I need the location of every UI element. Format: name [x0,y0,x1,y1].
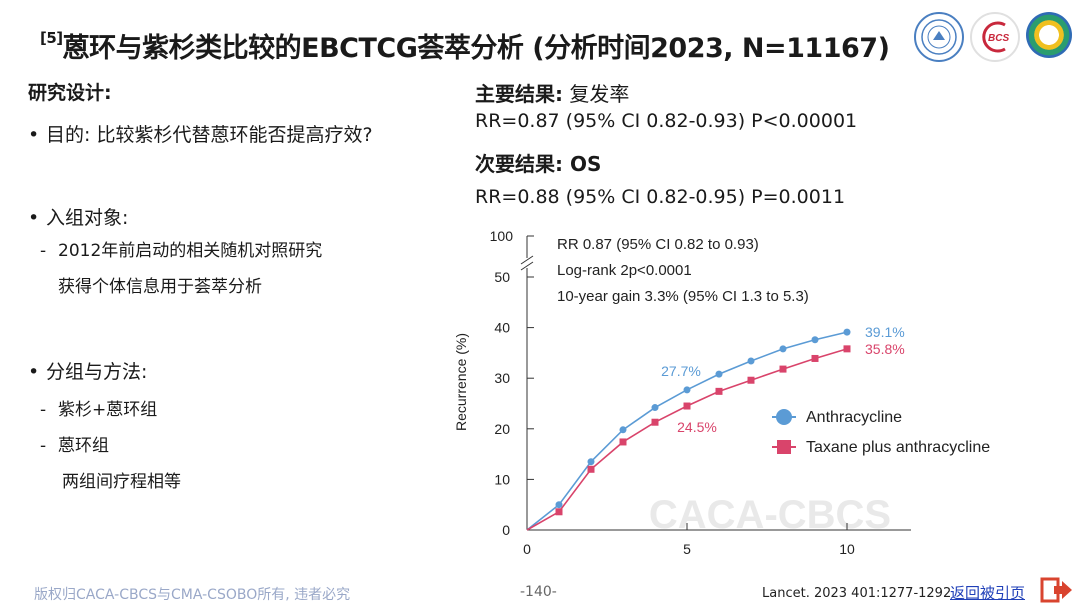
population-note: 获得个体信息用于荟萃分析 [58,277,262,297]
data-point [747,376,755,384]
svg-text:BCS: BCS [988,33,1009,44]
x-tick-label: 0 [523,541,531,557]
data-point [715,370,723,378]
primary-heading: 主要结果: 复发率 [475,78,629,107]
groups-bullet: • 分组与方法: [28,357,147,384]
population-item-text: 2012年前启动的相关随机对照研究 [58,241,323,261]
y-tick-label: 10 [494,471,510,487]
data-label: 24.5% [677,419,717,435]
group-item-text: 紫杉+蒽环组 [58,400,158,420]
design-heading: 研究设计: [28,82,112,104]
sub-dash: - [40,241,47,261]
population-label: 入组对象: [46,207,129,229]
reference-marker: [5] [40,29,63,47]
group-item: - 紫杉+蒽环组 [40,395,157,420]
university-seal-logo [914,12,964,62]
bcs-logo: BCS [970,12,1020,62]
axis-break-mark [520,261,534,271]
data-point [587,465,595,473]
population-bullet: • 入组对象: [28,203,128,230]
data-point [619,438,627,446]
data-point [651,404,659,412]
data-point [715,387,723,395]
group-item-text: 蒽环组 [58,436,109,456]
chart-annotation: Log-rank 2p<0.0001 [557,262,692,279]
legend-marker [776,409,792,425]
bullet-dot: • [28,124,40,146]
y-tick-label: 40 [494,320,510,336]
data-point [619,426,627,434]
page-number: -140- [520,584,557,600]
primary-label: 主要结果: [475,82,563,106]
data-point [683,386,691,394]
group-note: 两组间疗程相等 [62,472,181,492]
x-tick-label: 10 [839,541,855,557]
secondary-value: RR=0.88 (95% CI 0.82-0.95) P=0.0011 [475,186,846,208]
sub-dash: - [40,400,47,420]
y-tick-label: 0 [502,522,510,538]
groups-label: 分组与方法: [46,361,148,383]
primary-metric: 复发率 [569,82,630,106]
purpose-bullet: • 目的: 比较紫杉代替蒽环能否提高疗效? [28,120,373,147]
secondary-heading: 次要结果: OS [475,148,601,177]
chart-annotation: RR 0.87 (95% CI 0.82 to 0.93) [557,236,759,253]
exit-icon[interactable] [1040,576,1074,604]
data-point [683,402,691,410]
slide-title: [5]蒽环与紫杉类比较的EBCTCG荟萃分析 (分析时间2023, N=1116… [40,26,890,65]
data-point [779,365,787,373]
data-point [811,336,819,344]
legend-marker [777,440,791,454]
data-label: 35.8% [865,341,905,357]
back-link[interactable]: 返回被引页 [950,584,1026,602]
population-item: -2012年前启动的相关随机对照研究 [40,236,322,261]
data-point [843,345,851,353]
bullet-dot: • [28,361,40,383]
data-point [555,508,563,516]
ring-logo [1026,12,1072,58]
data-point [587,458,595,466]
y-tick-label: 30 [494,370,510,386]
y-axis-label: Recurrence (%) [453,333,469,431]
citation: Lancet. 2023 401:1277-1292 [762,586,952,601]
secondary-metric: OS [569,152,602,176]
legend-label: Anthracycline [806,409,902,426]
slide-title-text: 蒽环与紫杉类比较的EBCTCG荟萃分析 (分析时间2023, N=11167) [62,33,890,64]
axis-break-mark [520,255,534,265]
secondary-label: 次要结果: [475,152,563,176]
primary-value: RR=0.87 (95% CI 0.82-0.93) P<0.00001 [475,110,858,132]
purpose-text: 目的: 比较紫杉代替蒽环能否提高疗效? [46,124,373,146]
y-tick-label: 50 [494,269,510,285]
data-point [811,354,819,362]
sub-dash: - [40,436,47,456]
group-item: - 蒽环组 [40,431,109,456]
data-label: 39.1% [865,324,905,340]
y-tick-label: 20 [494,421,510,437]
copyright-text: 版权归CACA-CBCS与CMA-CSOBO所有, 违者必究 [34,587,351,603]
data-point [779,345,787,353]
data-label: 27.7% [661,363,701,379]
data-point [843,328,851,336]
legend-label: Taxane plus anthracycline [806,439,990,456]
x-tick-label: 5 [683,541,691,557]
logo-group: BCS [914,12,1072,62]
y-tick-label: 100 [490,228,514,244]
data-point [555,501,563,509]
data-point [747,357,755,365]
bullet-dot: • [28,207,40,229]
chart-annotation: 10-year gain 3.3% (95% CI 1.3 to 5.3) [557,288,809,305]
data-point [651,418,659,426]
